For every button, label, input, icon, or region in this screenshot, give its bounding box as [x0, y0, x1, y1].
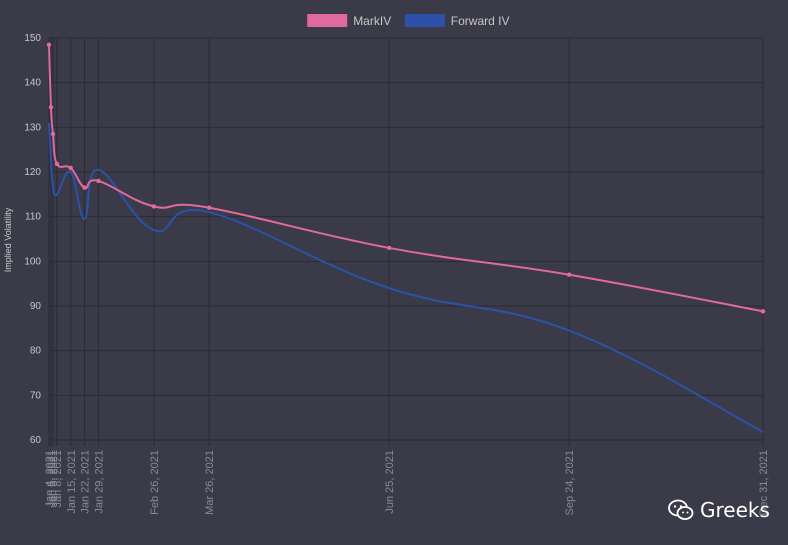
y-tick-label: 60 — [30, 435, 42, 446]
x-tick-label: Jan 22, 2021 — [80, 450, 92, 514]
y-tick-label: 110 — [25, 212, 41, 223]
x-tick-label: Jan 29, 2021 — [93, 450, 105, 514]
legend-swatch — [404, 14, 445, 27]
data-point-markiv — [68, 165, 73, 171]
x-tick-label: Dec 31, 2021 — [758, 450, 770, 515]
data-point-markiv — [566, 272, 572, 277]
x-tick-label: Jan 5, 2021 — [46, 450, 58, 508]
data-point-markiv — [760, 309, 766, 314]
y-tick-label: 90 — [30, 301, 42, 312]
series-line-forward-iv — [48, 122, 764, 433]
data-point-markiv — [151, 204, 157, 209]
watermark-text: Greeks — [700, 498, 770, 522]
data-point-markiv — [50, 131, 56, 137]
y-tick-label: 130 — [24, 122, 41, 133]
y-tick-label: 120 — [24, 167, 41, 178]
data-point-markiv — [82, 185, 87, 190]
legend-swatch — [307, 14, 348, 27]
x-tick-label: Jan 4, 2021 — [44, 450, 56, 508]
data-point-markiv — [54, 161, 60, 167]
data-point-markiv — [96, 178, 101, 184]
series-line-markiv — [48, 44, 764, 313]
x-tick-label: Jun 25, 2021 — [384, 450, 396, 514]
y-tick-label: 70 — [30, 390, 42, 401]
y-tick-label: 150 — [24, 33, 41, 44]
x-tick-label: Sep 24, 2021 — [564, 450, 576, 515]
data-point-markiv — [46, 42, 52, 47]
watermark: Greeks — [668, 498, 770, 522]
y-tick-label: 140 — [24, 78, 41, 89]
series-lines — [46, 42, 766, 433]
y-tick-label: 100 — [24, 256, 41, 267]
y-axis-label: Implied Volatility — [3, 207, 13, 272]
data-point-markiv — [48, 105, 54, 110]
legend-item-markiv[interactable]: MarkIV — [307, 14, 391, 28]
legend[interactable]: MarkIV Forward IV — [307, 14, 509, 28]
data-point-markiv — [207, 205, 212, 210]
legend-item-forward-iv[interactable]: Forward IV — [404, 14, 510, 28]
x-tick-label: Feb 26, 2021 — [149, 450, 161, 515]
x-tick-label: Mar 26, 2021 — [204, 450, 216, 515]
legend-label: MarkIV — [353, 14, 391, 28]
grid-lines — [48, 37, 764, 446]
legend-label: Forward IV — [451, 14, 510, 28]
x-tick-label: Jan 6, 2021 — [48, 450, 60, 508]
x-tick-label: Jan 8, 2021 — [52, 450, 64, 508]
y-tick-label: 80 — [30, 346, 42, 357]
x-tick-label: Jan 15, 2021 — [66, 450, 78, 514]
data-point-markiv — [386, 245, 392, 251]
wechat-icon — [668, 499, 694, 520]
